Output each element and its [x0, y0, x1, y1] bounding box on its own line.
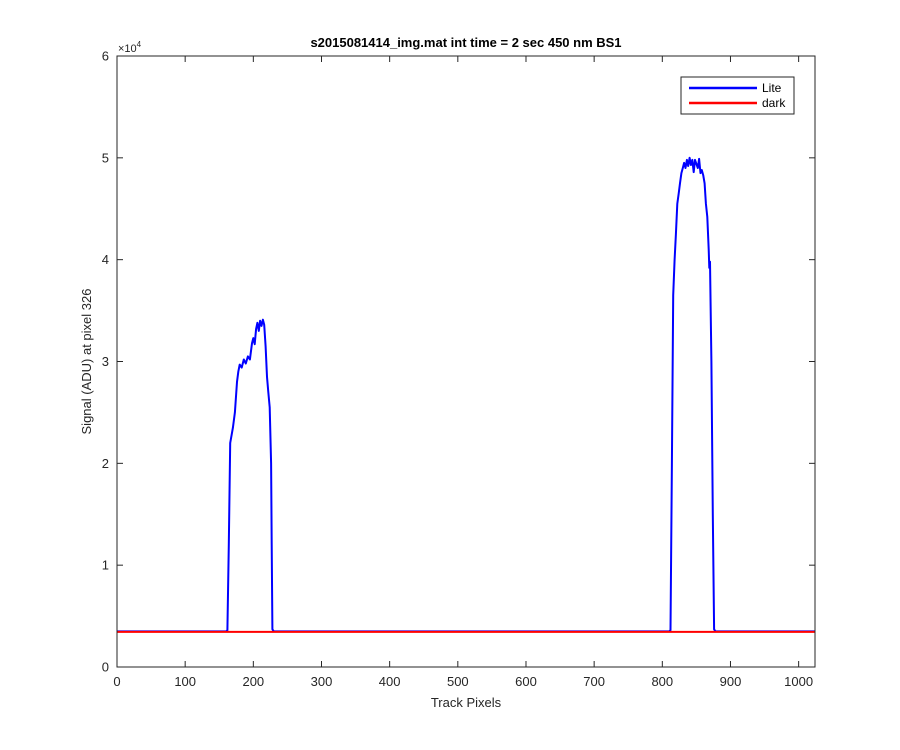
- y-tick-label: 1: [102, 558, 109, 573]
- chart-title: s2015081414_img.mat int time = 2 sec 450…: [310, 35, 621, 50]
- plot-area: [117, 56, 815, 667]
- series-layer: [117, 156, 815, 633]
- x-tick-label: 500: [447, 674, 469, 689]
- y-axis-label: Signal (ADU) at pixel 326: [79, 289, 94, 435]
- y-tick-label: 4: [102, 252, 109, 267]
- y-axis-multiplier: ×104: [118, 40, 142, 55]
- y-tick-label: 3: [102, 354, 109, 369]
- y-tick-label: 6: [102, 49, 109, 64]
- series-line-lite: [117, 156, 815, 633]
- x-tick-label: 900: [720, 674, 742, 689]
- y-tick-label: 2: [102, 456, 109, 471]
- x-tick-label: 100: [174, 674, 196, 689]
- x-tick-label: 700: [583, 674, 605, 689]
- legend-box: [680, 76, 795, 115]
- multiplier-base: ×10: [118, 43, 137, 55]
- x-tick-label: 300: [311, 674, 333, 689]
- x-tick-label: 800: [651, 674, 673, 689]
- x-axis-label: Track Pixels: [431, 695, 502, 710]
- x-tick-label: 600: [515, 674, 537, 689]
- y-tick-label: 5: [102, 150, 109, 165]
- x-axis: 0 100 200 300 400 500 600 700 800 900 1000: [113, 56, 813, 689]
- x-tick-label: 0: [113, 674, 120, 689]
- legend-label-lite: Lite: [762, 81, 782, 95]
- x-tick-label: 1000: [784, 674, 813, 689]
- y-axis: 0 1 2 3 4 5 6: [102, 49, 815, 675]
- legend-label-dark: dark: [762, 96, 786, 110]
- x-tick-label: 200: [242, 674, 264, 689]
- x-tick-label: 400: [379, 674, 401, 689]
- multiplier-exponent: 4: [137, 40, 142, 49]
- y-tick-label: 0: [102, 660, 109, 675]
